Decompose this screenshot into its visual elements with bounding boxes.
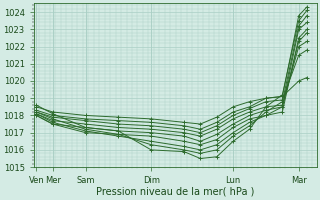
X-axis label: Pression niveau de la mer( hPa ): Pression niveau de la mer( hPa ) — [96, 187, 254, 197]
